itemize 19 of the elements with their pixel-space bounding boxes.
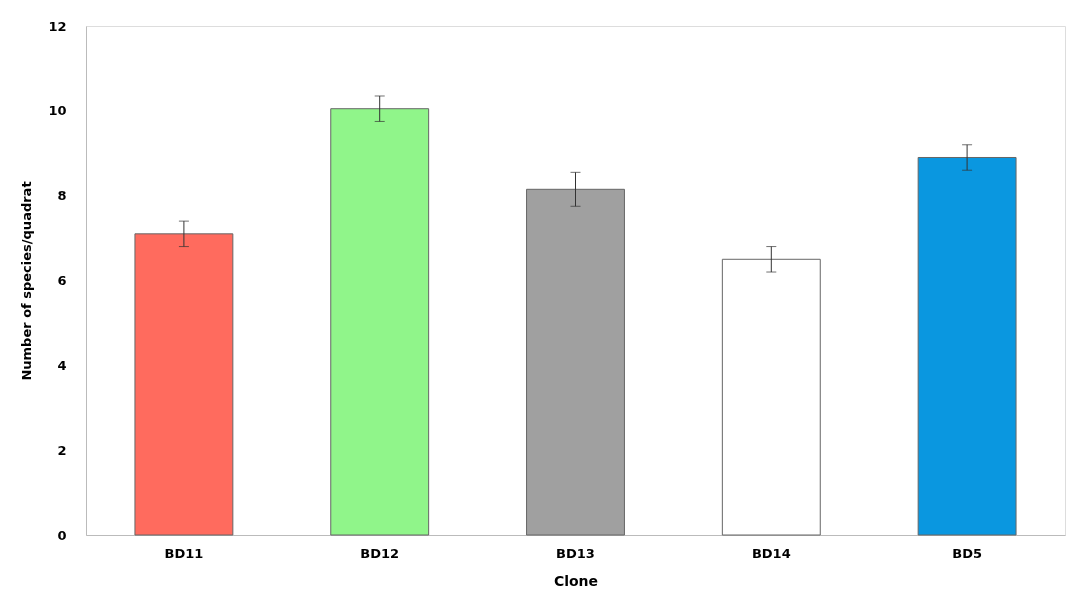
x-tick-label: BD5 [952, 545, 982, 561]
y-tick-label: 0 [57, 527, 67, 543]
y-tick-label: 8 [57, 188, 67, 204]
bar [917, 156, 1017, 536]
x-tick-label: BD12 [360, 545, 400, 561]
y-tick-label: 2 [57, 442, 67, 458]
bar [526, 188, 625, 536]
y-tick-label: 10 [48, 103, 67, 119]
bar [330, 108, 430, 536]
x-tick-label: BD13 [556, 545, 595, 561]
y-tick-label: 6 [57, 273, 67, 288]
bar [134, 233, 234, 536]
x-axis-title: Clone [553, 572, 599, 589]
x-tick-label: BD11 [164, 545, 204, 561]
bar [721, 258, 821, 536]
y-tick-label: 4 [57, 357, 67, 373]
y-tick-label: 12 [48, 18, 67, 34]
x-tick-label: BD14 [751, 545, 791, 561]
y-axis-title: Number of species/quadrat [19, 181, 35, 381]
